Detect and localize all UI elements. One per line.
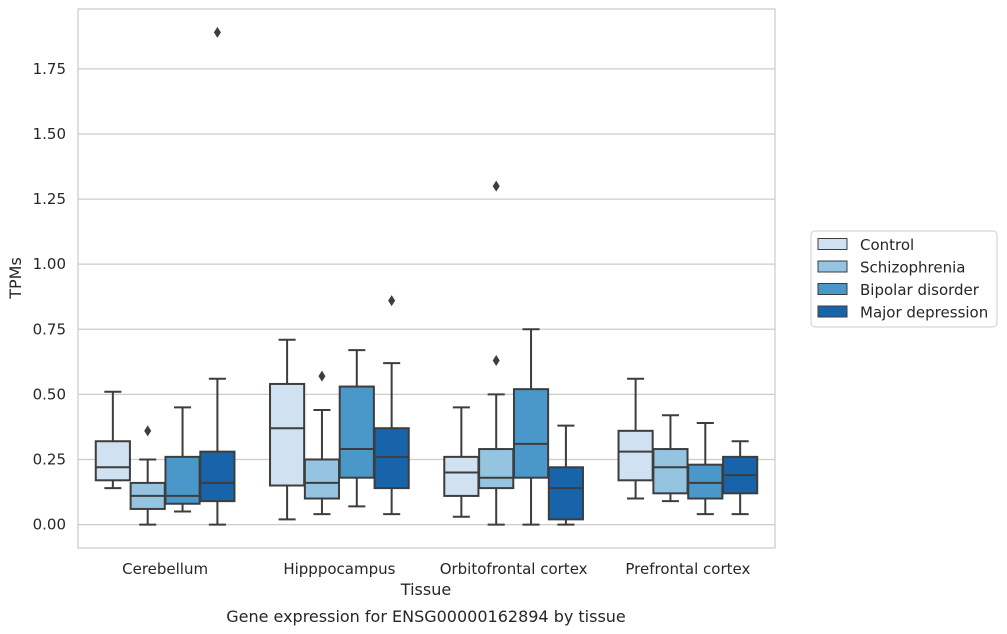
legend-label: Bipolar disorder bbox=[860, 281, 980, 299]
outlier-point bbox=[213, 26, 221, 38]
box-iqr bbox=[478, 448, 515, 490]
legend: Control Schizophrenia Bipolar disorder Majo… bbox=[810, 230, 998, 328]
y-tick-labels: 0.00 0.25 0.50 0.75 1.00 1.25 1.50 1.75 bbox=[33, 60, 66, 534]
box-schizophrenia bbox=[303, 370, 341, 516]
box-bipolar-disorder bbox=[512, 328, 550, 526]
box-major-depression bbox=[722, 440, 759, 516]
legend-swatch bbox=[817, 283, 848, 295]
legend-frame bbox=[810, 230, 998, 328]
y-tick-label: 0.75 bbox=[33, 320, 66, 338]
box-iqr bbox=[94, 440, 131, 482]
box-major-depression bbox=[373, 295, 410, 516]
x-tick-label: Cerebellum bbox=[122, 560, 208, 578]
x-tick-label: Orbitofrontal cortex bbox=[440, 560, 588, 578]
x-tick-label: Hipppocampus bbox=[283, 560, 395, 578]
box-major-depression bbox=[199, 26, 236, 526]
outlier-point bbox=[492, 180, 500, 192]
x-tick-label: Prefrontal cortex bbox=[625, 560, 750, 578]
legend-label: Control bbox=[860, 236, 914, 254]
boxplots bbox=[94, 26, 759, 526]
box-iqr bbox=[269, 382, 306, 487]
outlier-point bbox=[492, 355, 500, 367]
box-control bbox=[443, 406, 480, 518]
y-tick-label: 1.75 bbox=[33, 60, 66, 78]
legend-label: Major depression bbox=[860, 304, 988, 322]
outlier-point bbox=[318, 370, 326, 382]
box-iqr bbox=[303, 458, 341, 500]
box-schizophrenia bbox=[129, 425, 166, 526]
x-axis-label: Tissue bbox=[400, 580, 451, 599]
box-bipolar-disorder bbox=[687, 422, 724, 516]
box-major-depression bbox=[547, 424, 584, 526]
y-tick-label: 0.25 bbox=[33, 450, 66, 468]
box-iqr bbox=[617, 429, 654, 482]
x-tick-labels: Cerebellum Hipppocampus Orbitofrontal cort… bbox=[122, 560, 750, 578]
outlier-point bbox=[388, 295, 396, 307]
y-axis-label: TPMs bbox=[6, 257, 25, 300]
box-iqr bbox=[199, 450, 236, 503]
box-iqr bbox=[373, 427, 410, 490]
box-iqr bbox=[652, 448, 689, 495]
y-tick-label: 0.50 bbox=[33, 385, 66, 403]
box-control bbox=[94, 390, 131, 490]
chart-caption: Gene expression for ENSG00000162894 by t… bbox=[226, 607, 626, 626]
box-iqr bbox=[547, 466, 584, 521]
box-iqr bbox=[443, 455, 480, 497]
y-tick-label: 1.25 bbox=[33, 190, 66, 208]
plot-frame bbox=[77, 8, 776, 549]
box-bipolar-disorder bbox=[164, 406, 201, 513]
box-iqr bbox=[512, 388, 550, 479]
y-tick-label: 1.00 bbox=[33, 255, 66, 273]
legend-swatch bbox=[817, 305, 848, 318]
box-iqr bbox=[687, 463, 724, 500]
box-control bbox=[617, 377, 654, 500]
box-bipolar-disorder bbox=[338, 349, 375, 508]
legend-swatch bbox=[817, 260, 848, 273]
box-iqr bbox=[338, 385, 375, 479]
legend-swatch bbox=[817, 238, 848, 250]
y-tick-label: 1.50 bbox=[33, 125, 66, 143]
legend-label: Schizophrenia bbox=[860, 259, 965, 277]
outlier-point bbox=[144, 425, 152, 437]
y-tick-label: 0.00 bbox=[33, 516, 66, 534]
box-control bbox=[269, 338, 306, 521]
